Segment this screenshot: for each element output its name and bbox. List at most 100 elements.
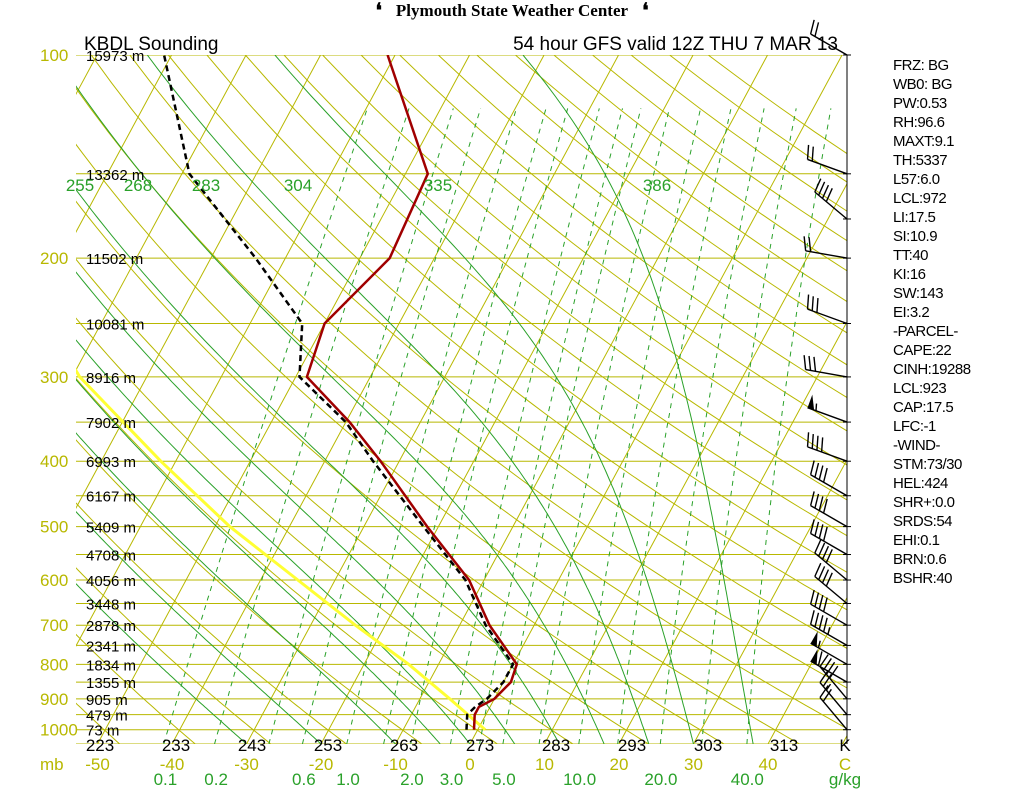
mixing-ratio-line bbox=[538, 108, 670, 744]
temperature-tick-label: -20 bbox=[309, 755, 334, 774]
dry-adiabat-line bbox=[360, 55, 847, 432]
moist-adiabat-line bbox=[76, 432, 396, 744]
mixing-ratio-line bbox=[578, 108, 702, 744]
mixing-ratio-line bbox=[410, 108, 569, 744]
wind-barb-flag bbox=[825, 188, 833, 202]
temperature-tick-label: -50 bbox=[85, 755, 110, 774]
mixing-ratio-unit-label: g/kg bbox=[829, 770, 861, 789]
mixing-ratio-line bbox=[449, 108, 600, 744]
center-title: Plymouth State Weather Center bbox=[395, 1, 629, 20]
index-line: LI:17.5 bbox=[893, 209, 936, 226]
wind-barb-flag bbox=[814, 612, 820, 628]
kelvin-tick-label: 263 bbox=[390, 736, 418, 755]
index-line: SW:143 bbox=[893, 285, 944, 302]
theta-e-label: 386 bbox=[643, 176, 671, 195]
wind-barb-flag bbox=[818, 566, 826, 580]
moist-adiabat-line bbox=[146, 55, 650, 744]
wind-barb-shaft bbox=[819, 666, 848, 700]
pressure-tick-label: 800 bbox=[40, 655, 68, 674]
mixing-ratio-tick-label: 0.2 bbox=[204, 770, 228, 789]
wind-barb-flag bbox=[818, 542, 826, 557]
mixing-ratio-tick-label: 10.0 bbox=[563, 770, 596, 789]
wind-barb-shaft bbox=[810, 623, 848, 647]
isotherm-line bbox=[97, 55, 470, 744]
wind-barb-flag bbox=[817, 651, 823, 666]
isotherm-line bbox=[246, 55, 619, 744]
index-line: PW:0.53 bbox=[893, 95, 947, 112]
center-header: ❛ Plymouth State Weather Center ❛ bbox=[0, 0, 1024, 24]
index-line: MAXT:9.1 bbox=[893, 133, 955, 150]
wind-barb-flag bbox=[813, 356, 817, 372]
dry-adiabat-line bbox=[76, 567, 272, 744]
wind-barb-shaft bbox=[810, 474, 848, 497]
index-line: BRN:0.6 bbox=[893, 551, 947, 568]
index-line: HEL:424 bbox=[893, 475, 948, 492]
wind-barb-pennant bbox=[810, 631, 818, 647]
temperature-tick-label: 0 bbox=[465, 755, 474, 774]
kelvin-tick-label: 223 bbox=[86, 736, 114, 755]
dry-adiabat-line bbox=[90, 55, 847, 689]
dry-adiabat-line bbox=[167, 55, 847, 611]
indices-panel: FRZ: BG WB0: BG PW:0.53 RH:96.6 MAXT:9.1 TH:5… bbox=[893, 56, 971, 588]
moist-adiabat-line bbox=[274, 55, 694, 744]
dry-adiabat-line bbox=[129, 55, 847, 649]
wind-barb-half-flag bbox=[817, 640, 821, 648]
wind-barb-flag bbox=[814, 521, 820, 537]
pressure-tick-label: 900 bbox=[40, 690, 68, 709]
station-title: KBDL Sounding bbox=[84, 34, 219, 55]
mixing-ratio-line bbox=[701, 108, 797, 744]
wind-barb-flag bbox=[818, 465, 824, 480]
isotherm-line bbox=[395, 55, 768, 744]
index-line: BSHR:40 bbox=[893, 570, 953, 587]
mixing-ratio-tick-label: 5.0 bbox=[492, 770, 516, 789]
isotherm-line bbox=[618, 320, 847, 744]
wind-barb-flag bbox=[811, 296, 814, 311]
mixing-ratio-line bbox=[502, 108, 642, 744]
isotherm-line bbox=[76, 55, 247, 371]
wind-barb-flag bbox=[814, 462, 820, 478]
wind-barb-flag bbox=[809, 589, 815, 605]
wind-barb-flag bbox=[808, 237, 812, 252]
height-label: 73 m bbox=[86, 723, 119, 740]
wind-barb-flag bbox=[829, 665, 839, 679]
wind-barb-shaft bbox=[807, 158, 848, 175]
temperature-tick-label: 30 bbox=[684, 755, 703, 774]
wind-barb-flag bbox=[814, 493, 820, 509]
wind-barb-shaft bbox=[805, 368, 848, 378]
wind-barb-flag bbox=[803, 355, 807, 370]
temperature-profile-line bbox=[305, 55, 519, 730]
index-line: SI:10.9 bbox=[893, 228, 938, 245]
wind-barb-shaft bbox=[819, 697, 848, 731]
kelvin-tick-label: 313 bbox=[770, 736, 798, 755]
index-line: L57:6.0 bbox=[893, 171, 940, 188]
wind-barb-flag bbox=[822, 597, 828, 612]
dry-adiabat-line bbox=[76, 317, 574, 744]
wind-barb-flag bbox=[816, 297, 819, 313]
isotherm-line bbox=[544, 182, 847, 744]
wind-barb-shaft bbox=[810, 642, 848, 665]
dry-adiabat-line bbox=[76, 143, 800, 744]
wind-barb-flag bbox=[825, 549, 833, 563]
index-line: LCL:972 bbox=[893, 190, 947, 207]
theta-e-label: 304 bbox=[284, 176, 312, 195]
temperature-tick-label: 40 bbox=[759, 755, 778, 774]
wind-barb-flag bbox=[808, 355, 812, 371]
wind-barb-flag bbox=[809, 491, 815, 506]
kelvin-tick-label: 253 bbox=[314, 736, 342, 755]
temperature-tick-label: 20 bbox=[610, 755, 629, 774]
height-label: 4708 m bbox=[86, 548, 136, 565]
height-label: 11502 m bbox=[86, 251, 143, 268]
wind-barb-flag bbox=[821, 545, 830, 560]
moist-adiabat-line bbox=[76, 510, 322, 744]
wind-barb-half-flag bbox=[827, 627, 831, 635]
index-line: TT:40 bbox=[893, 247, 929, 264]
dry-adiabat-line bbox=[0, 55, 44, 744]
kelvin-tick-label: 293 bbox=[618, 736, 646, 755]
height-label: 15973 m bbox=[86, 48, 144, 65]
pressure-tick-label: 200 bbox=[40, 249, 68, 268]
index-line: LFC:-1 bbox=[893, 418, 936, 435]
wind-barb-shaft bbox=[814, 552, 848, 581]
wind-barb-flag bbox=[819, 670, 829, 683]
wind-barb-flag bbox=[818, 496, 824, 511]
wind-barb-flag bbox=[809, 519, 815, 534]
